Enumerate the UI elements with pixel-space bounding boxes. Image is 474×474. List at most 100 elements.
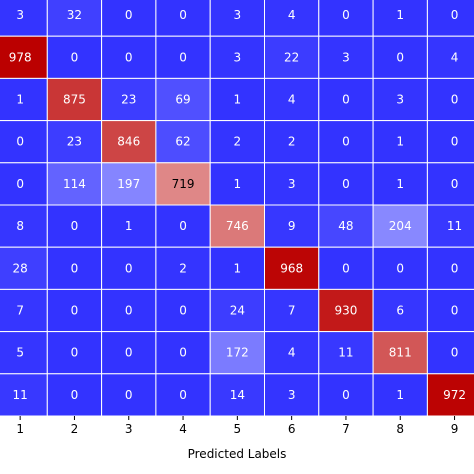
heatmap-cell <box>0 35 48 79</box>
cell-value-label: 0 <box>125 8 133 22</box>
cell-value-label: 28 <box>13 261 28 275</box>
cell-value-label: 0 <box>71 50 79 64</box>
cell-value-label: 3 <box>342 50 350 64</box>
heatmap-cell <box>101 120 157 164</box>
cell-value-label: 875 <box>63 93 86 107</box>
cell-value-label: 11 <box>13 388 28 402</box>
cell-value-label: 0 <box>179 346 187 360</box>
cell-value-label: 978 <box>9 50 32 64</box>
x-tick-label: 3 <box>125 422 133 436</box>
heatmap-cell <box>101 373 157 417</box>
cell-value-label: 0 <box>71 261 79 275</box>
heatmap-cell <box>0 246 48 290</box>
heatmap-cell <box>318 35 374 79</box>
cell-value-label: 1 <box>125 219 133 233</box>
cell-value-label: 1 <box>396 177 404 191</box>
heatmap-cell <box>101 77 157 122</box>
cell-value-label: 11 <box>447 219 462 233</box>
cell-value-label: 0 <box>451 304 459 318</box>
cell-value-label: 172 <box>226 346 249 360</box>
cell-value-label: 0 <box>71 219 79 233</box>
heatmap-cell <box>318 0 374 37</box>
heatmap-cell <box>46 0 103 37</box>
cell-value-label: 0 <box>342 388 350 402</box>
heatmap-cell <box>209 373 265 417</box>
cell-value-label: 0 <box>451 8 459 22</box>
cell-value-label: 0 <box>71 346 79 360</box>
heatmap-cell <box>209 331 265 375</box>
heatmap-cell <box>372 162 428 206</box>
cell-value-label: 11 <box>338 346 353 360</box>
cell-value-label: 14 <box>230 388 245 402</box>
heatmap-cell <box>155 162 211 206</box>
cell-value-label: 0 <box>71 388 79 402</box>
cell-value-label: 4 <box>288 346 296 360</box>
cell-value-label: 0 <box>451 346 459 360</box>
x-tick-label: 8 <box>396 422 404 436</box>
cell-value-label: 9 <box>288 219 296 233</box>
heatmap-cell <box>426 373 474 417</box>
heatmap-cell <box>155 120 211 164</box>
heatmap-cell <box>101 162 157 206</box>
heatmap-cell <box>101 246 157 290</box>
cell-value-label: 3 <box>16 8 24 22</box>
cell-value-label: 0 <box>451 261 459 275</box>
heatmap-cell <box>318 331 374 375</box>
heatmap-cell <box>426 0 474 37</box>
heatmap-cell <box>372 331 428 375</box>
heatmap-cell <box>46 246 103 290</box>
heatmap-cell <box>101 35 157 79</box>
cell-value-label: 0 <box>179 219 187 233</box>
cell-value-label: 0 <box>125 346 133 360</box>
heatmap-cell <box>318 204 374 248</box>
heatmap-cell <box>264 288 320 333</box>
heatmap-cell <box>0 162 48 206</box>
heatmap-cell <box>209 35 265 79</box>
cell-value-label: 0 <box>179 50 187 64</box>
cell-value-label: 746 <box>226 219 249 233</box>
cell-value-label: 3 <box>234 8 242 22</box>
heatmap-cell <box>209 0 265 37</box>
heatmap-cell <box>46 77 103 122</box>
cell-value-label: 1 <box>16 93 24 107</box>
heatmap-cell <box>0 120 48 164</box>
heatmap-cell <box>264 246 320 290</box>
cell-value-label: 811 <box>389 346 412 360</box>
x-tick-label: 2 <box>71 422 79 436</box>
cell-value-label: 2 <box>288 135 296 149</box>
heatmap-cell <box>0 204 48 248</box>
cell-value-label: 114 <box>63 177 86 191</box>
cell-value-label: 3 <box>396 93 404 107</box>
cell-value-label: 0 <box>16 177 24 191</box>
heatmap-cell <box>372 204 428 248</box>
cell-value-label: 2 <box>179 261 187 275</box>
cell-value-label: 0 <box>71 304 79 318</box>
cell-value-label: 8 <box>16 219 24 233</box>
heatmap-cell <box>264 331 320 375</box>
cell-value-label: 7 <box>288 304 296 318</box>
cell-value-label: 69 <box>175 93 190 107</box>
cell-value-label: 197 <box>117 177 140 191</box>
cell-value-label: 4 <box>288 8 296 22</box>
cell-value-label: 1 <box>234 261 242 275</box>
heatmap-cell <box>101 288 157 333</box>
cell-value-label: 0 <box>451 93 459 107</box>
cell-value-label: 0 <box>451 177 459 191</box>
cell-value-label: 0 <box>451 135 459 149</box>
cell-value-label: 846 <box>117 135 140 149</box>
heatmap-cell <box>426 162 474 206</box>
heatmap-cell <box>101 331 157 375</box>
cell-value-label: 0 <box>179 8 187 22</box>
heatmap-cell <box>426 120 474 164</box>
cell-value-label: 23 <box>121 93 136 107</box>
cell-value-label: 0 <box>179 388 187 402</box>
heatmap-cell <box>318 373 374 417</box>
cell-value-label: 24 <box>230 304 245 318</box>
cell-value-label: 1 <box>396 8 404 22</box>
cell-value-label: 4 <box>288 93 296 107</box>
heatmap-cell <box>318 288 374 333</box>
cell-value-label: 0 <box>342 8 350 22</box>
heatmap-cell <box>372 0 428 37</box>
cell-value-label: 0 <box>342 261 350 275</box>
x-tick-label: 1 <box>16 422 24 436</box>
